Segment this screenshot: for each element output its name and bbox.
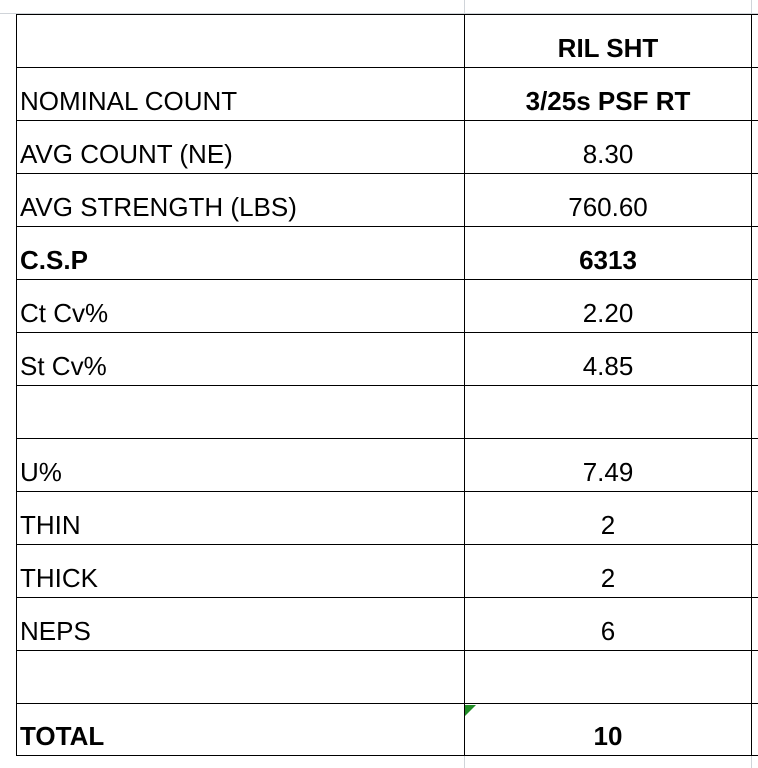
row-label: C.S.P — [20, 245, 88, 275]
row-value: 2 — [600, 510, 616, 540]
row-value-cell[interactable] — [464, 385, 751, 438]
row-value-cell[interactable]: 7.49 — [464, 438, 751, 491]
header-label-cell[interactable] — [16, 14, 464, 67]
row-value: 8.30 — [582, 139, 634, 169]
row-value-cell[interactable]: 6 — [464, 597, 751, 650]
row-value-cell[interactable]: 2 — [464, 544, 751, 597]
row-value: 6 — [600, 616, 616, 646]
row-value-cell[interactable]: 2 — [464, 491, 751, 544]
row-label-cell[interactable]: AVG STRENGTH (LBS) — [16, 173, 464, 226]
total-value-cell[interactable]: 10 — [464, 703, 751, 756]
row-label-cell[interactable]: C.S.P — [16, 226, 464, 279]
row-label-cell[interactable]: NEPS — [16, 597, 464, 650]
row-label-cell[interactable] — [16, 385, 464, 438]
row-label-cell[interactable]: AVG COUNT (NE) — [16, 120, 464, 173]
empty-cell[interactable] — [751, 226, 758, 279]
row-label: U% — [20, 457, 62, 487]
row-value-cell[interactable]: 3/25s PSF RT — [464, 67, 751, 120]
row-value-cell[interactable]: 6313 — [464, 226, 751, 279]
row-value: 3/25s PSF RT — [525, 86, 691, 116]
row-value: 7.49 — [582, 457, 634, 487]
row-label: Ct Cv% — [20, 298, 109, 328]
row-label: NEPS — [20, 616, 91, 646]
row-label: NOMINAL COUNT — [20, 86, 238, 116]
total-label: TOTAL — [20, 721, 105, 751]
empty-cell[interactable] — [751, 650, 758, 703]
empty-cell[interactable] — [751, 279, 758, 332]
row-label-cell[interactable]: U% — [16, 438, 464, 491]
empty-cell[interactable] — [751, 332, 758, 385]
empty-cell[interactable] — [751, 14, 758, 67]
row-value: 760.60 — [568, 192, 648, 222]
row-value-cell[interactable]: 4.85 — [464, 332, 751, 385]
row-value: 2 — [600, 563, 616, 593]
row-label-cell[interactable]: NOMINAL COUNT — [16, 67, 464, 120]
empty-cell[interactable] — [751, 703, 758, 756]
header-value-cell[interactable]: RIL SHT — [464, 14, 751, 67]
row-label: THIN — [20, 510, 81, 540]
empty-cell[interactable] — [751, 67, 758, 120]
row-value-cell[interactable]: 2.20 — [464, 279, 751, 332]
total-label-cell[interactable]: TOTAL — [16, 703, 464, 756]
row-value-cell[interactable]: 8.30 — [464, 120, 751, 173]
row-value-cell[interactable]: 760.60 — [464, 173, 751, 226]
row-label-cell[interactable]: Ct Cv% — [16, 279, 464, 332]
row-label-cell[interactable] — [16, 650, 464, 703]
empty-cell[interactable] — [751, 173, 758, 226]
row-value: 2.20 — [582, 298, 634, 328]
empty-cell[interactable] — [751, 120, 758, 173]
row-label: THICK — [20, 563, 98, 593]
total-value: 10 — [593, 721, 623, 751]
header-value: RIL SHT — [557, 33, 659, 63]
row-label-cell[interactable]: THICK — [16, 544, 464, 597]
row-label: St Cv% — [20, 351, 107, 381]
row-label-cell[interactable]: St Cv% — [16, 332, 464, 385]
row-value: 4.85 — [582, 351, 634, 381]
row-label-cell[interactable]: THIN — [16, 491, 464, 544]
row-value: 6313 — [579, 245, 637, 275]
gridline — [0, 13, 758, 14]
row-label: AVG STRENGTH (LBS) — [20, 192, 297, 222]
empty-cell[interactable] — [751, 597, 758, 650]
row-value-cell[interactable] — [464, 650, 751, 703]
empty-cell[interactable] — [751, 544, 758, 597]
empty-cell[interactable] — [751, 491, 758, 544]
empty-cell[interactable] — [751, 438, 758, 491]
comment-indicator-icon[interactable] — [465, 705, 476, 716]
row-label: AVG COUNT (NE) — [20, 139, 233, 169]
empty-cell[interactable] — [751, 385, 758, 438]
